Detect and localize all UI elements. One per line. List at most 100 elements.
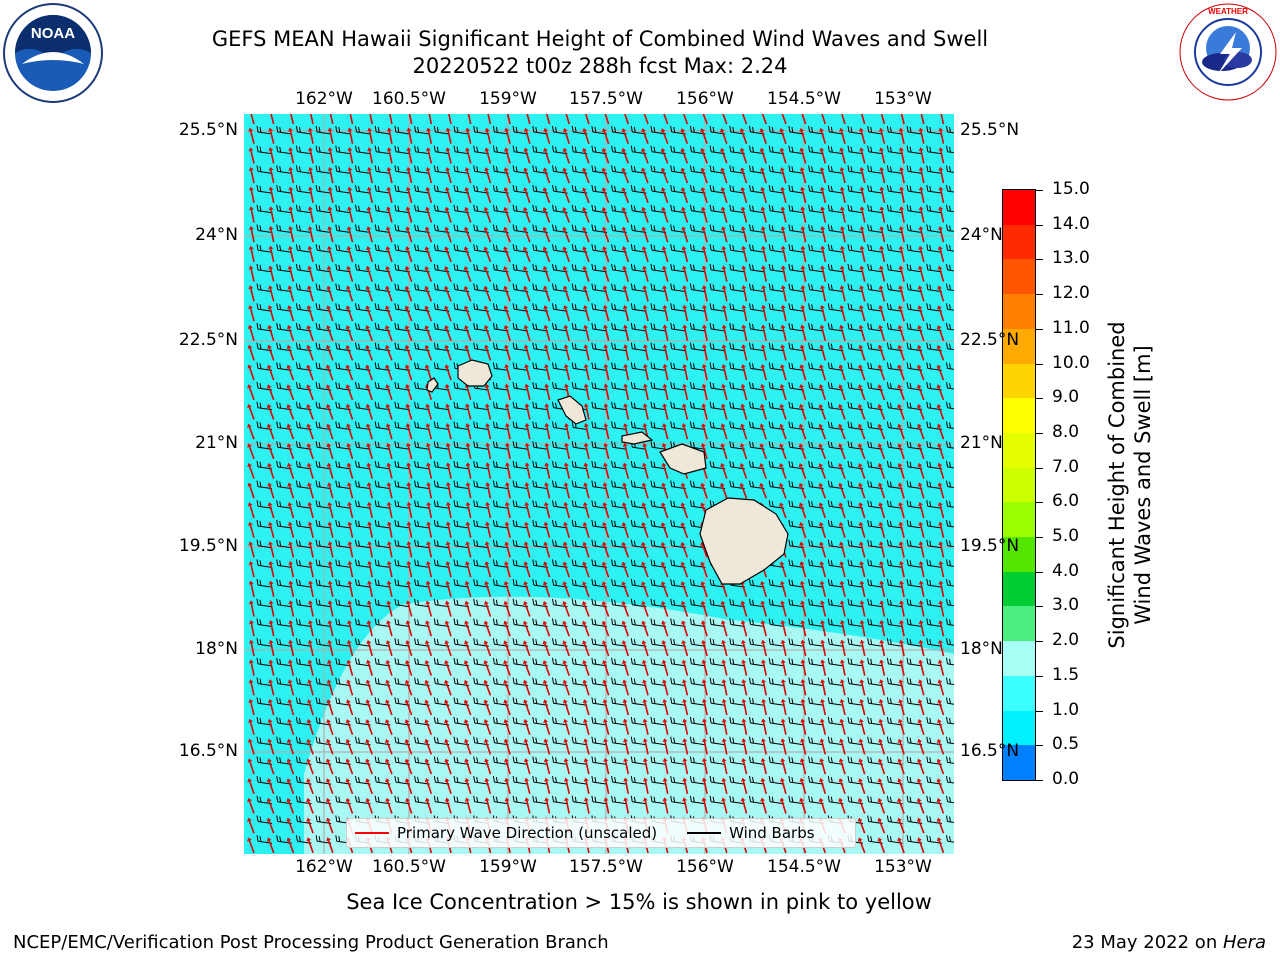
wave-direction-arrowhead — [700, 167, 706, 172]
wave-direction-arrow — [328, 229, 334, 243]
wave-direction-arrow — [426, 761, 433, 775]
wave-direction-arrowhead — [857, 384, 863, 389]
wave-direction-arrow — [859, 505, 866, 519]
wave-direction-arrowhead — [542, 246, 548, 251]
wind-barb — [729, 618, 745, 627]
wave-direction-arrow — [583, 623, 590, 637]
wave-direction-arrow — [663, 288, 669, 302]
wave-direction-arrow — [800, 426, 807, 440]
wave-direction-arrow — [782, 623, 787, 637]
wave-direction-arrow — [604, 327, 610, 341]
wave-direction-arrow — [564, 584, 570, 598]
wave-direction-arrow — [328, 682, 334, 696]
wave-direction-arrowhead — [702, 344, 707, 349]
wave-direction-arrowhead — [918, 226, 924, 231]
colorbar-tick-label: 1.5 — [1052, 664, 1080, 685]
wave-direction-arrow — [268, 387, 275, 401]
wave-direction-arrow — [782, 721, 787, 735]
wave-direction-arrowhead — [820, 698, 825, 703]
wave-direction-arrow — [504, 288, 511, 302]
wave-direction-arrowhead — [544, 777, 549, 782]
wave-direction-arrow — [268, 840, 275, 854]
wave-direction-arrowhead — [680, 167, 686, 172]
wind-barb — [749, 322, 765, 332]
wave-direction-arrow — [427, 150, 433, 164]
wave-direction-arrowhead — [248, 226, 254, 230]
wave-direction-arrowhead — [877, 758, 883, 763]
wind-barb — [709, 598, 726, 608]
wave-direction-arrow — [741, 111, 748, 125]
wind-barb — [788, 559, 804, 568]
wave-direction-arrowhead — [583, 797, 589, 802]
wave-direction-arrow — [860, 721, 866, 735]
wave-direction-arrowhead — [779, 443, 784, 448]
wave-direction-arrowhead — [799, 541, 805, 546]
wave-direction-arrow — [623, 643, 630, 657]
wave-direction-arrow — [446, 209, 452, 223]
wave-direction-arrowhead — [524, 383, 530, 388]
wave-direction-arrowhead — [741, 245, 747, 250]
wave-direction-arrowhead — [307, 679, 313, 684]
wave-direction-arrowhead — [759, 403, 765, 408]
wind-barb — [256, 598, 273, 608]
wind-barb — [749, 756, 765, 765]
wave-direction-arrow — [327, 328, 334, 341]
wave-direction-arrow — [762, 347, 767, 361]
wave-direction-arrowhead — [938, 600, 944, 605]
wave-direction-arrow — [802, 288, 807, 302]
wave-direction-arrow — [664, 347, 669, 361]
wind-barb — [453, 185, 470, 194]
wave-direction-arrow — [446, 190, 452, 204]
wind-barb — [670, 677, 686, 687]
wave-direction-arrowhead — [562, 581, 568, 586]
wind-barb — [256, 283, 273, 293]
wind-barb — [867, 519, 883, 529]
wind-barb — [847, 185, 864, 194]
wave-direction-arrow — [544, 229, 551, 243]
wave-direction-arrowhead — [701, 679, 707, 684]
wave-direction-arrow — [583, 643, 590, 657]
wave-direction-arrowhead — [248, 186, 254, 191]
wind-barb — [492, 342, 509, 352]
lat-label-right: 19.5°N — [960, 536, 1020, 556]
wave-direction-arrow — [367, 268, 373, 282]
wave-direction-arrow — [427, 603, 433, 617]
wave-direction-arrow — [309, 544, 314, 558]
wind-barb — [295, 145, 312, 155]
wind-barb — [611, 756, 627, 765]
wave-direction-arrowhead — [603, 442, 609, 447]
wave-direction-arrowhead — [268, 265, 274, 270]
wind-barb — [749, 401, 765, 411]
wave-direction-arrow — [879, 387, 886, 401]
wave-direction-arrowhead — [798, 463, 804, 468]
wave-direction-arrowhead — [288, 226, 294, 231]
wave-direction-arrowhead — [721, 797, 727, 802]
wave-direction-arrowhead — [700, 206, 706, 211]
wave-direction-arrow — [347, 801, 354, 814]
wind-barb — [591, 500, 607, 509]
wave-direction-arrowhead — [878, 541, 884, 546]
wave-direction-arrowhead — [819, 147, 825, 152]
wave-direction-arrowhead — [916, 798, 922, 803]
wave-direction-arrow — [781, 367, 787, 381]
wind-barb — [394, 165, 410, 174]
wind-barb — [295, 697, 312, 706]
wind-barb — [926, 145, 942, 155]
lon-label-top: 156°W — [676, 89, 734, 109]
wave-direction-arrow — [938, 387, 945, 401]
wave-direction-arrowhead — [307, 127, 313, 132]
wind-barb — [532, 125, 548, 135]
wind-barb — [906, 519, 923, 529]
wave-direction-arrowhead — [465, 561, 470, 566]
wave-direction-arrowhead — [878, 738, 883, 743]
wave-direction-arrow — [545, 327, 551, 341]
wave-direction-arrow — [368, 465, 373, 479]
wave-direction-arrow — [445, 663, 452, 676]
wave-direction-arrowhead — [464, 167, 470, 172]
wave-direction-arrowhead — [839, 600, 845, 605]
wind-barb — [709, 638, 726, 647]
wave-direction-arrowhead — [858, 778, 863, 783]
wave-direction-arrow — [859, 446, 866, 460]
wave-direction-arrow — [290, 603, 295, 617]
wave-direction-arrow — [723, 308, 728, 322]
